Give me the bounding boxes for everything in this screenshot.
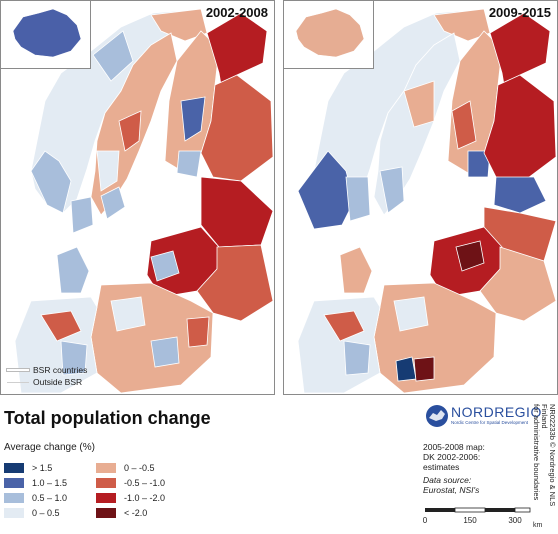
logo-wordmark: NORDREGIO bbox=[451, 404, 542, 420]
legend-swatch bbox=[4, 493, 24, 503]
legend-label: -0.5 – -1.0 bbox=[124, 478, 166, 488]
source-label: Data source: bbox=[423, 475, 472, 485]
scale-segment bbox=[425, 508, 455, 512]
legend-item: 0 – -0.5 bbox=[96, 462, 155, 474]
iceland-map bbox=[12, 8, 82, 58]
iceland-inset bbox=[284, 1, 374, 69]
legend-swatch bbox=[96, 493, 116, 503]
logo-subtitle: Nordic Centre for Spatial Development bbox=[451, 420, 529, 425]
scale-segment bbox=[485, 508, 515, 512]
scale-tick-label: 0 bbox=[423, 516, 428, 525]
legend-item: -1.0 – -2.0 bbox=[96, 492, 165, 504]
figure-title: Total population change bbox=[4, 408, 211, 428]
scale-unit: km bbox=[533, 522, 543, 529]
note-line: estimates bbox=[423, 462, 460, 472]
legend-swatch bbox=[96, 508, 116, 518]
legend-label: -1.0 – -2.0 bbox=[124, 493, 166, 503]
scale-bar: 0 150 300 km bbox=[423, 507, 543, 529]
bsr-countries-line bbox=[7, 369, 29, 371]
legend-swatch bbox=[4, 478, 24, 488]
legend-item: 0 – 0.5 bbox=[4, 507, 60, 519]
note-line: DK 2002-2006: bbox=[423, 452, 481, 462]
legend-item: > 1.5 bbox=[4, 462, 52, 474]
bsr-countries-label: BSR countries bbox=[33, 365, 88, 375]
legend-label: < -2.0 bbox=[124, 508, 148, 518]
legend-label: 0 – -0.5 bbox=[124, 463, 155, 473]
outside-bsr-label: Outside BSR bbox=[33, 377, 83, 387]
map-credits: NR02233b © Nordregio & NLS Finland for a… bbox=[532, 404, 557, 532]
nordregio-logo bbox=[426, 405, 448, 427]
credits-line: NR02233b © Nordregio & NLS Finland bbox=[540, 404, 557, 507]
scale-tick-label: 150 bbox=[463, 516, 477, 525]
iceland-map bbox=[295, 8, 365, 58]
legend-label: 0 – 0.5 bbox=[32, 508, 60, 518]
legend-item: 0.5 – 1.0 bbox=[4, 492, 67, 504]
scale-segment bbox=[454, 507, 486, 513]
legend-label: 0.5 – 1.0 bbox=[32, 493, 68, 503]
legend-swatch bbox=[96, 463, 116, 473]
legend-swatch bbox=[96, 478, 116, 488]
legend-swatch bbox=[4, 463, 24, 473]
choropleth-map-2002-2008 bbox=[1, 1, 274, 394]
legend-title: Average change (%) bbox=[4, 442, 95, 453]
legend-item: -0.5 – -1.0 bbox=[96, 477, 165, 489]
choropleth-map-2009-2015 bbox=[284, 1, 557, 394]
legend-swatch bbox=[4, 508, 24, 518]
legend-item: < -2.0 bbox=[96, 507, 147, 519]
map-panel-2002-2008: 2002-2008 BSR countries Outside BSR bbox=[0, 0, 275, 395]
period-label: 2002-2008 bbox=[205, 5, 268, 20]
map-notes: 2005-2008 map: DK 2002-2006: estimates D… bbox=[423, 442, 533, 495]
legend-label: 1.0 – 1.5 bbox=[32, 478, 68, 488]
bsr-boundary-legend: BSR countries Outside BSR bbox=[7, 364, 87, 388]
source-value: Eurostat, NSI's bbox=[423, 485, 480, 495]
outside-bsr-line bbox=[7, 381, 29, 383]
scale-tick-label: 300 bbox=[508, 516, 522, 525]
scale-segment bbox=[514, 507, 531, 513]
iceland-inset bbox=[1, 1, 91, 69]
map-panel-2009-2015: 2009-2015 bbox=[283, 0, 558, 395]
legend-item: 1.0 – 1.5 bbox=[4, 477, 67, 489]
credits-line: for administrative boundaries bbox=[532, 404, 541, 501]
period-label: 2009-2015 bbox=[488, 5, 551, 20]
note-line: 2005-2008 map: bbox=[423, 442, 485, 452]
legend-label: > 1.5 bbox=[32, 463, 53, 473]
